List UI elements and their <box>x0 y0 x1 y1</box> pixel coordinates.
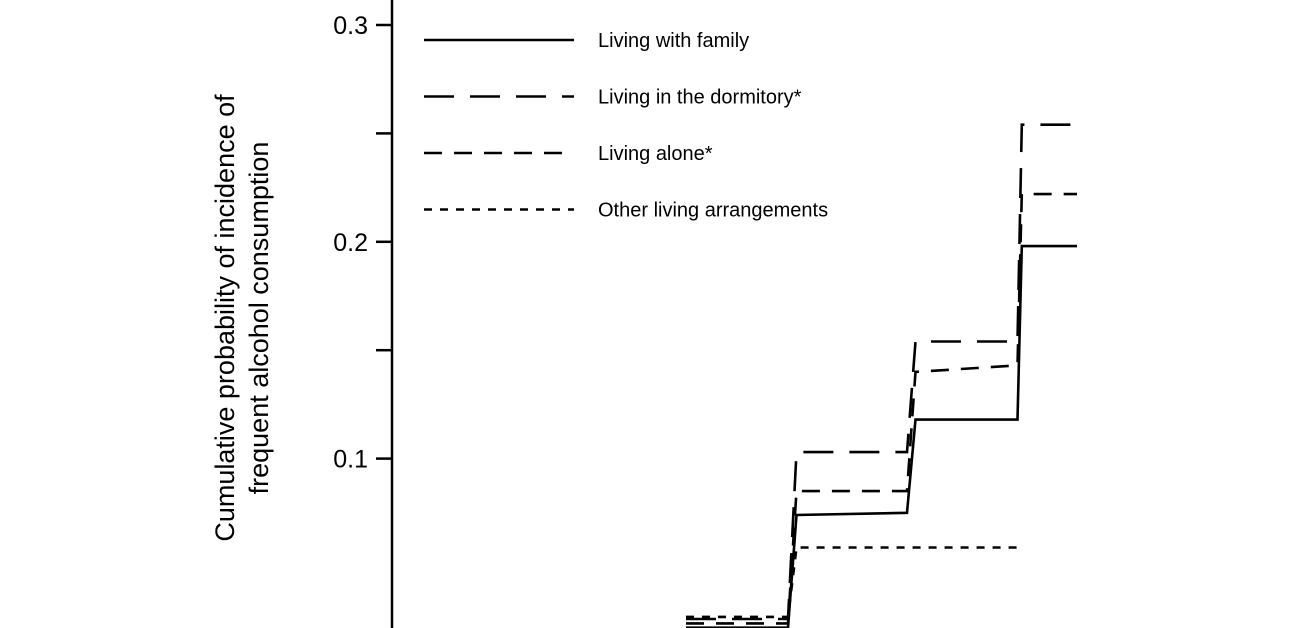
legend-label: Living in the dormitory* <box>598 87 802 109</box>
series-line-2 <box>686 123 1077 621</box>
legend-label: Living alone* <box>598 143 713 165</box>
y-tick-label: 0.1 <box>333 446 368 474</box>
legend-label: Other living arrangements <box>598 200 828 222</box>
y-tick-label: 0.3 <box>333 12 368 40</box>
y-tick-label: 0.2 <box>333 229 368 257</box>
y-axis-label-line1: Cumulative probability of incidence of <box>210 94 240 542</box>
series-line-1 <box>686 244 1077 628</box>
legend: Living with family Living in the dormitor… <box>424 30 828 222</box>
series-line-4 <box>686 546 1022 619</box>
legend-label: Living with family <box>598 30 749 52</box>
y-axis-label-line2: frequent alcohol consumption <box>244 142 274 495</box>
series-lines <box>686 123 1077 628</box>
y-ticks: 0.1 0.2 0.3 <box>333 12 392 474</box>
